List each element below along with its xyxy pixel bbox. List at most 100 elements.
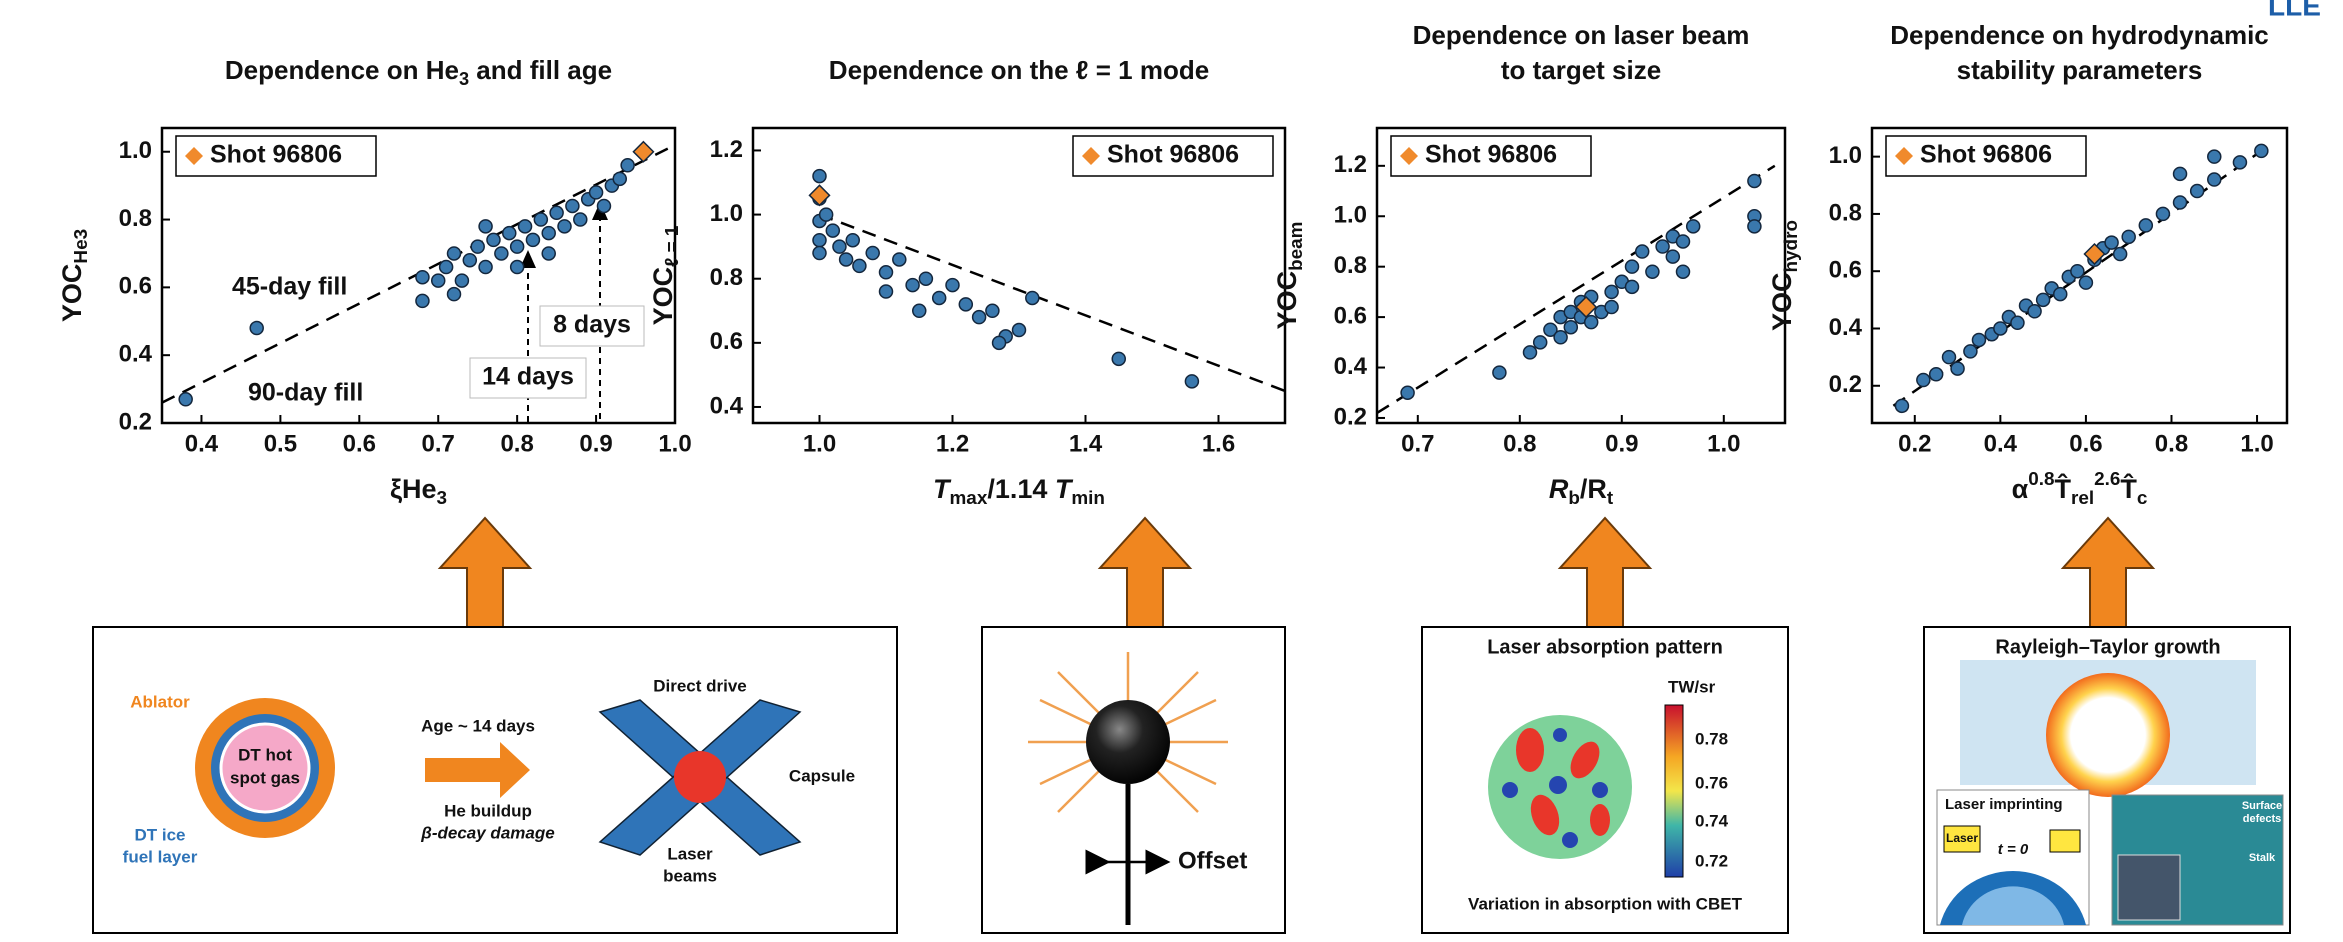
point [1928, 367, 1944, 382]
point [2138, 218, 2154, 233]
chart-title: Dependence on the ℓ = 1 mode [829, 55, 1209, 85]
x-tick-label: 1.0 [658, 430, 691, 457]
label: Laser [667, 844, 713, 863]
point [1011, 322, 1027, 338]
point [812, 168, 827, 184]
note-box [469, 357, 587, 399]
label: DT hot [238, 745, 292, 764]
point [1522, 345, 1538, 360]
label: Ablator [130, 692, 190, 711]
point [2189, 183, 2205, 199]
point [1655, 239, 1670, 254]
point [985, 303, 1000, 319]
point [2035, 292, 2051, 308]
point [588, 185, 604, 200]
point [1634, 244, 1650, 259]
point [1971, 332, 1987, 348]
x-tick-label: 1.0 [1707, 430, 1740, 457]
point [1747, 173, 1762, 189]
text-part: rel [2071, 488, 2094, 509]
point [612, 171, 628, 187]
x-axis-label: Tmax/1.14 Tmin [933, 474, 1105, 509]
y-tick-label: 0.4 [710, 392, 744, 419]
up-arrows [437, 516, 2156, 628]
y-axis-label: YOCHe3 [57, 229, 92, 322]
plot-frame [751, 126, 1287, 425]
point [905, 277, 920, 293]
label: fuel layer [123, 847, 198, 866]
point [2207, 149, 2222, 164]
point [470, 239, 485, 254]
chart-title: Dependence on hydrodynamic [1890, 20, 2269, 50]
text-part: ξHe [390, 474, 437, 504]
text-part: beam [1286, 222, 1307, 271]
y-tick-label: 0.2 [1829, 371, 1862, 398]
point [509, 259, 525, 275]
point [2010, 315, 2025, 331]
laser-box [2049, 829, 2081, 853]
colorbar-tick: 0.74 [1695, 811, 1729, 830]
text-part: min [1071, 488, 1105, 509]
label: t = 0 [1998, 841, 2029, 858]
point [1583, 314, 1599, 330]
point [865, 245, 880, 261]
point [818, 207, 834, 222]
point [2104, 235, 2119, 250]
colorbar-unit: TW/sr [1668, 677, 1716, 696]
y-tick-label: 0.4 [1334, 353, 1368, 380]
y-tick-label: 0.8 [710, 264, 743, 291]
legend-box [1885, 135, 2087, 177]
y-axis-label: YOCℓ = 1 [648, 226, 683, 326]
panel-title: Rayleigh–Taylor growth [1995, 636, 2220, 658]
y-axis-label: YOChydro [1767, 220, 1802, 331]
point [1747, 219, 1762, 234]
text-part: T̂ [2120, 472, 2137, 504]
point [878, 284, 894, 299]
y-tick-label: 0.8 [1829, 199, 1862, 226]
y-tick-label: 0.4 [119, 341, 153, 368]
point [991, 335, 1007, 351]
label: Laser imprinting [1945, 796, 2063, 813]
point [1624, 259, 1640, 274]
x-tick-label: 0.9 [1605, 430, 1638, 457]
point [517, 219, 533, 234]
legend-marker [1082, 147, 1100, 165]
plot-frame [1375, 126, 1787, 425]
y-tick-label: 0.6 [710, 328, 743, 355]
text-part: α [2012, 474, 2029, 504]
point [502, 225, 517, 241]
x-tick-label: 0.9 [579, 430, 612, 457]
x-tick-label: 0.7 [422, 430, 455, 457]
y-tick-label: 0.8 [119, 205, 152, 232]
point [1111, 351, 1126, 367]
x-tick-label: 1.2 [936, 430, 969, 457]
legend-label: Shot 96806 [1920, 141, 2052, 169]
point [178, 392, 193, 407]
point [509, 239, 525, 254]
x-tick-label: 1.0 [2240, 430, 2273, 457]
label: Age ~ 14 days [421, 716, 535, 735]
note-box [539, 305, 645, 347]
legend-label: Shot 96806 [1107, 141, 1239, 169]
colorbar-tick: 0.72 [1695, 851, 1728, 870]
text-part: t [1607, 488, 1614, 509]
text-part: He3 [71, 229, 92, 264]
fit-line [819, 213, 1286, 393]
text-part: ℓ = 1 [662, 226, 683, 267]
point [825, 223, 841, 238]
point [878, 265, 894, 280]
capsule [1086, 700, 1170, 784]
y-tick-label: 1.0 [1829, 142, 1862, 169]
text-part: Dependence on hydrodynamic [1890, 20, 2269, 50]
point [2078, 275, 2094, 290]
point [478, 259, 493, 275]
label: DT ice [134, 825, 185, 844]
text-part: YOC [648, 267, 678, 326]
text-part: 2.6 [2094, 469, 2120, 490]
point [415, 293, 430, 309]
point [912, 303, 927, 319]
point [2254, 143, 2269, 159]
x-tick-label: 1.6 [1202, 430, 1235, 457]
